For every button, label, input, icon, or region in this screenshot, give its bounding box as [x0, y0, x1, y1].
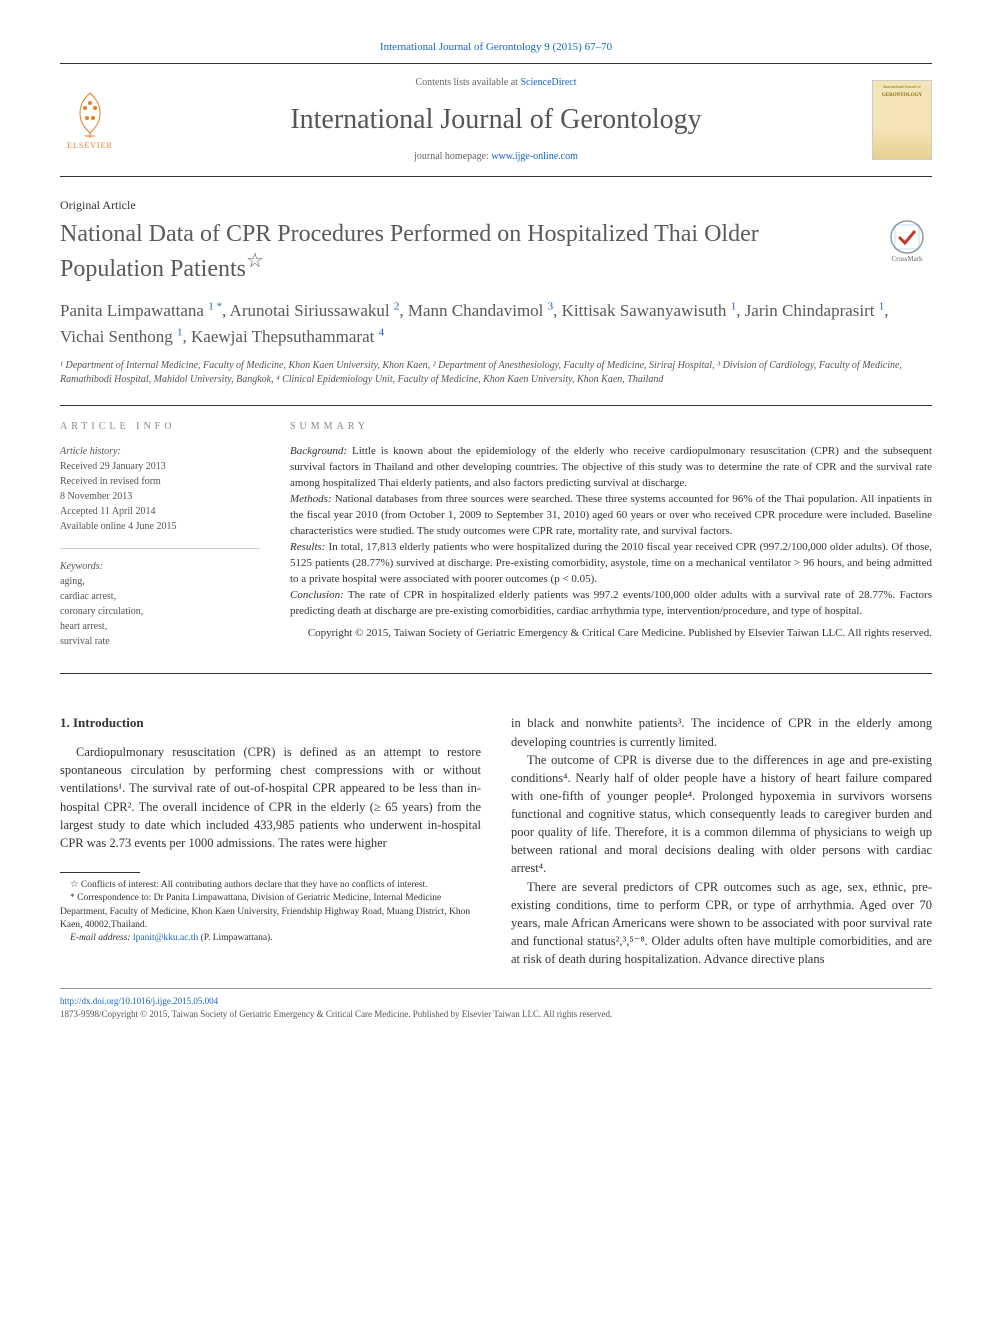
- homepage-prefix: journal homepage:: [414, 151, 491, 162]
- doi-link[interactable]: http://dx.doi.org/10.1016/j.ijge.2015.05…: [60, 996, 218, 1006]
- affiliations: ¹ Department of Internal Medicine, Facul…: [60, 359, 932, 387]
- crossmark-icon: [889, 219, 925, 255]
- history-text: Received 29 January 2013Received in revi…: [60, 461, 176, 532]
- crossmark-label: CrossMark: [891, 255, 922, 265]
- email-label: E-mail address:: [70, 933, 131, 943]
- summary-column: SUMMARY Background: Little is known abou…: [290, 420, 932, 663]
- citation-header: International Journal of Gerontology 9 (…: [60, 40, 932, 55]
- background-label: Background:: [290, 445, 347, 457]
- sciencedirect-link[interactable]: ScienceDirect: [520, 77, 576, 88]
- elsevier-label: ELSEVIER: [67, 140, 113, 151]
- header-center: Contents lists available at ScienceDirec…: [140, 76, 852, 163]
- article-title: National Data of CPR Procedures Performe…: [60, 219, 862, 284]
- background-text: Little is known about the epidemiology o…: [290, 445, 932, 489]
- body-column-right: in black and nonwhite patients³. The inc…: [511, 714, 932, 968]
- homepage-line: journal homepage: www.ijge-online.com: [140, 150, 852, 164]
- body-column-left: 1. Introduction Cardiopulmonary resuscit…: [60, 714, 481, 968]
- results-text: In total, 17,813 elderly patients who we…: [290, 541, 932, 585]
- footnote-correspondence: * Correspondence to: Dr Panita Limpawatt…: [60, 892, 481, 932]
- page-footer: http://dx.doi.org/10.1016/j.ijge.2015.05…: [60, 988, 932, 1020]
- journal-cover-thumbnail[interactable]: International Journal of GERONTOLOGY: [872, 80, 932, 160]
- info-summary-row: ARTICLE INFO Article history: Received 2…: [60, 420, 932, 663]
- authors-list: Panita Limpawattana 1 *, Arunotai Sirius…: [60, 298, 932, 349]
- body-two-column: 1. Introduction Cardiopulmonary resuscit…: [60, 714, 932, 968]
- elsevier-logo[interactable]: ELSEVIER: [60, 85, 120, 155]
- intro-para-4: There are several predictors of CPR outc…: [511, 878, 932, 969]
- footnote-email: E-mail address: lpanit@kku.ac.th (P. Lim…: [60, 932, 481, 945]
- results-label: Results:: [290, 541, 325, 553]
- issn-copyright: 1873-9598/Copyright © 2015, Taiwan Socie…: [60, 1009, 612, 1019]
- keywords-block: Keywords: aging,cardiac arrest,coronary …: [60, 559, 260, 649]
- title-text: National Data of CPR Procedures Performe…: [60, 221, 759, 282]
- footnote-separator: [60, 872, 140, 873]
- journal-name: International Journal of Gerontology: [140, 100, 852, 139]
- title-row: National Data of CPR Procedures Performe…: [60, 219, 932, 284]
- keywords-text: aging,cardiac arrest,coronary circulatio…: [60, 576, 143, 647]
- history-label: Article history:: [60, 446, 121, 457]
- intro-para-3: The outcome of CPR is diverse due to the…: [511, 751, 932, 878]
- intro-heading: 1. Introduction: [60, 714, 481, 733]
- info-divider: [60, 548, 260, 549]
- summary-copyright: Copyright © 2015, Taiwan Society of Geri…: [290, 626, 932, 641]
- article-type: Original Article: [60, 197, 932, 214]
- elsevier-tree-icon: [65, 88, 115, 138]
- corresponding-email-link[interactable]: lpanit@kku.ac.th: [131, 933, 201, 943]
- rule-mid: [60, 405, 932, 406]
- title-footnote-marker: ☆: [246, 250, 264, 272]
- summary-text: Background: Little is known about the ep…: [290, 444, 932, 619]
- footnote-conflict: ☆ Conflicts of interest: All contributin…: [60, 879, 481, 892]
- email-suffix: (P. Limpawattana).: [201, 933, 273, 943]
- intro-para-1: Cardiopulmonary resuscitation (CPR) is d…: [60, 743, 481, 852]
- article-info-label: ARTICLE INFO: [60, 420, 260, 434]
- rule-below-summary: [60, 673, 932, 674]
- methods-label: Methods:: [290, 493, 332, 505]
- contents-prefix: Contents lists available at: [415, 77, 520, 88]
- intro-para-2: in black and nonwhite patients³. The inc…: [511, 714, 932, 750]
- keywords-label: Keywords:: [60, 561, 103, 572]
- conclusion-label: Conclusion:: [290, 589, 344, 601]
- homepage-link[interactable]: www.ijge-online.com: [491, 151, 578, 162]
- article-info-column: ARTICLE INFO Article history: Received 2…: [60, 420, 260, 663]
- summary-label: SUMMARY: [290, 420, 932, 434]
- methods-text: National databases from three sources we…: [290, 493, 932, 537]
- conclusion-text: The rate of CPR in hospitalized elderly …: [290, 589, 932, 617]
- journal-header: ELSEVIER Contents lists available at Sci…: [60, 64, 932, 176]
- crossmark-badge[interactable]: CrossMark: [882, 219, 932, 269]
- contents-available: Contents lists available at ScienceDirec…: [140, 76, 852, 90]
- page-container: International Journal of Gerontology 9 (…: [0, 0, 992, 1060]
- article-history: Article history: Received 29 January 201…: [60, 444, 260, 534]
